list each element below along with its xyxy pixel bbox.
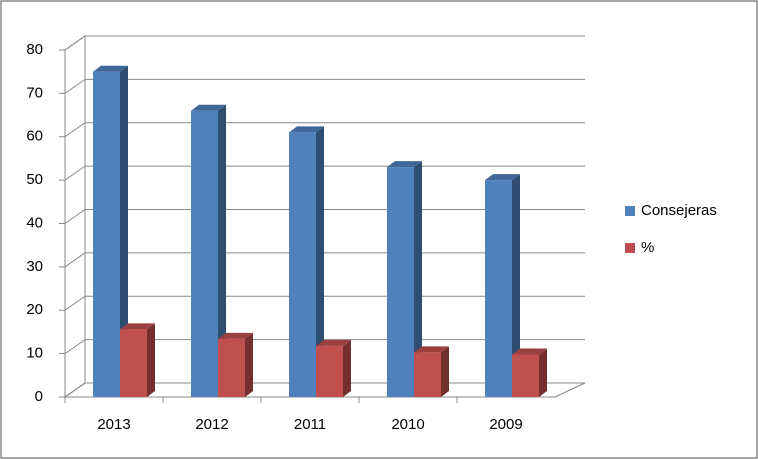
bar bbox=[93, 71, 120, 397]
grid-line bbox=[64, 295, 86, 311]
bar-side bbox=[245, 332, 253, 397]
bar bbox=[387, 167, 414, 397]
x-tick-label: 2012 bbox=[195, 416, 228, 433]
grid-line bbox=[64, 382, 86, 398]
x-tick-label: 2013 bbox=[97, 416, 130, 433]
bar-top bbox=[191, 104, 226, 111]
grid-line bbox=[64, 339, 86, 355]
bar bbox=[191, 110, 218, 397]
y-tick-label: 40 bbox=[26, 214, 43, 231]
y-tick-label: 80 bbox=[26, 41, 43, 58]
bar-side bbox=[441, 346, 449, 397]
bar-top bbox=[512, 348, 547, 355]
grid-line bbox=[64, 78, 86, 94]
bar-side bbox=[218, 104, 226, 397]
bar-top bbox=[316, 339, 351, 346]
grid-line bbox=[64, 35, 86, 51]
bar-side bbox=[414, 161, 422, 397]
y-tick-label: 10 bbox=[26, 345, 43, 362]
y-tick-label: 70 bbox=[26, 84, 43, 101]
legend-swatch bbox=[625, 206, 635, 216]
bar-top bbox=[120, 323, 155, 330]
bar-side bbox=[147, 323, 155, 397]
bar bbox=[316, 345, 343, 397]
grid-line bbox=[64, 122, 86, 138]
y-tick-label: 50 bbox=[26, 171, 43, 188]
legend-label: Consejeras bbox=[641, 202, 717, 219]
bar-side bbox=[539, 348, 547, 397]
bar bbox=[120, 329, 147, 397]
bar-side bbox=[343, 339, 351, 397]
bar bbox=[289, 132, 316, 397]
grid-line bbox=[64, 252, 86, 268]
bar-side bbox=[316, 126, 324, 397]
x-tick-label: 2010 bbox=[391, 416, 424, 433]
x-tick-label: 2009 bbox=[489, 416, 522, 433]
bar bbox=[512, 354, 539, 397]
bar bbox=[485, 180, 512, 397]
grid-line bbox=[64, 209, 86, 224]
bar-top bbox=[289, 126, 324, 133]
bar bbox=[218, 338, 245, 397]
bar-top bbox=[93, 65, 128, 72]
y-tick-label: 20 bbox=[26, 301, 43, 318]
legend-swatch bbox=[625, 243, 635, 253]
bar-top bbox=[414, 346, 449, 353]
bar-top bbox=[387, 161, 422, 168]
bar-side bbox=[120, 65, 128, 397]
x-tick-label: 2011 bbox=[294, 416, 326, 433]
grid-line bbox=[64, 165, 86, 181]
y-tick-label: 30 bbox=[26, 258, 43, 275]
bar-side bbox=[512, 174, 520, 397]
y-tick-label: 60 bbox=[26, 128, 43, 145]
bar bbox=[414, 352, 441, 397]
bar-top bbox=[485, 174, 520, 181]
legend-label: % bbox=[641, 239, 654, 256]
y-tick-label: 0 bbox=[35, 388, 43, 405]
bar-top bbox=[218, 332, 253, 339]
